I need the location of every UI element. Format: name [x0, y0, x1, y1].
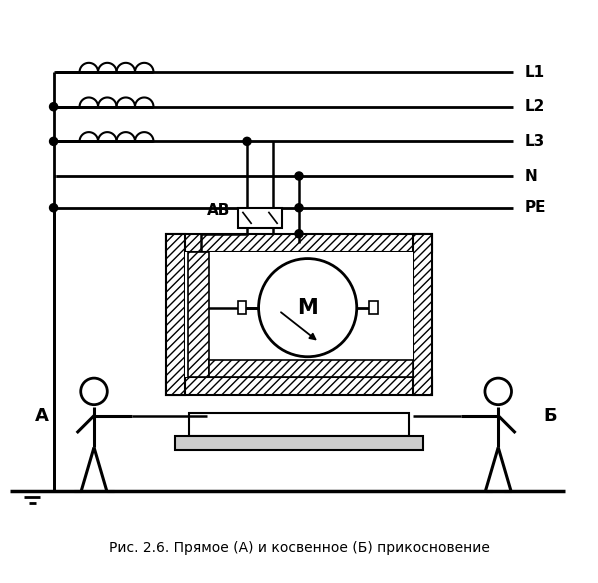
Bar: [370, 301, 377, 314]
Circle shape: [50, 203, 57, 212]
Text: АВ: АВ: [206, 203, 230, 218]
Text: А: А: [35, 407, 49, 424]
Text: Б: Б: [544, 407, 557, 424]
Text: М: М: [297, 298, 318, 318]
Bar: [166, 234, 432, 252]
Bar: [413, 234, 432, 395]
Text: L3: L3: [524, 134, 544, 149]
Bar: [238, 301, 246, 314]
Circle shape: [50, 138, 57, 145]
Bar: [175, 436, 423, 450]
Circle shape: [50, 103, 57, 111]
Text: PE: PE: [524, 201, 546, 215]
Circle shape: [258, 259, 357, 357]
Circle shape: [295, 203, 303, 212]
Text: L1: L1: [524, 65, 544, 79]
Circle shape: [295, 230, 303, 238]
Text: N: N: [524, 168, 537, 184]
Bar: [185, 252, 413, 377]
Bar: [209, 360, 413, 377]
Circle shape: [243, 138, 251, 145]
Bar: [239, 208, 282, 228]
Bar: [190, 413, 408, 436]
Bar: [166, 377, 432, 395]
Text: L2: L2: [524, 99, 545, 114]
Bar: [188, 252, 209, 377]
Text: Рис. 2.6. Прямое (А) и косвенное (Б) прикосновение: Рис. 2.6. Прямое (А) и косвенное (Б) при…: [109, 542, 489, 556]
Bar: [166, 234, 185, 395]
Circle shape: [295, 172, 303, 180]
